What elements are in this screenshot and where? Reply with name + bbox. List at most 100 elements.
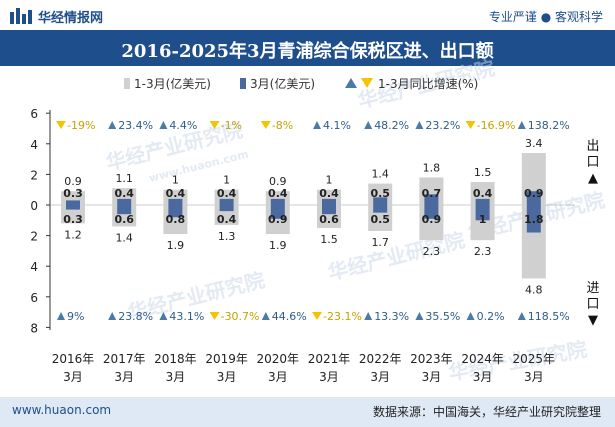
export-month-label: 0.4 — [473, 187, 493, 200]
import-growth-label: 35.5% — [425, 310, 460, 323]
x-axis: 2016年 3月 2017年 3月 2018年 3月 2019年 3月 2020年 3月 2021年… — [52, 352, 555, 384]
export-month-label: 0.4 — [114, 187, 134, 200]
import-cumulative-label: 1.2 — [64, 228, 82, 241]
import-month-bar — [322, 205, 336, 215]
export-growth-label: 4.4% — [169, 119, 197, 132]
import-month-label: 0.9 — [422, 213, 442, 226]
side-labels: 出口▲进口▼ — [586, 139, 599, 328]
import-cumulative-label: 1.9 — [167, 239, 185, 252]
export-growth-label: 4.1% — [323, 119, 351, 132]
y-tick-label: 4 — [30, 138, 38, 152]
export-side-label: 出口▲ — [586, 139, 599, 186]
export-month-bar — [219, 198, 234, 205]
export-cumulative-label: 1.1 — [115, 172, 133, 185]
y-axis: 6 4 2 0 2 4 6 8 — [30, 107, 575, 335]
x-tick-label-year: 2021年 — [308, 352, 351, 366]
import-month-label: 0.4 — [217, 213, 237, 226]
export-cumulative-label: 1 — [326, 174, 333, 187]
y-tick-label: 8 — [30, 321, 38, 335]
import-growth-up-triangle-icon — [57, 312, 65, 320]
import-growth-up-triangle-icon — [517, 312, 526, 320]
import-cumulative-label: 1.7 — [371, 236, 389, 249]
x-tick-label-month: 3月 — [63, 370, 83, 384]
export-growth-down-triangle-icon — [465, 121, 476, 129]
export-month-bar — [270, 198, 285, 205]
import-growth-label: 9% — [67, 310, 84, 323]
export-month-label: 0.7 — [422, 187, 442, 200]
import-month-label: 0.3 — [63, 213, 83, 226]
import-side-label-char: 进 — [586, 281, 599, 296]
import-month-bar — [526, 205, 541, 233]
export-growth-up-triangle-icon — [313, 121, 321, 129]
import-cumulative-label: 1.9 — [269, 239, 287, 252]
import-month-bar — [168, 205, 183, 218]
export-cumulative-label: 3.4 — [525, 137, 543, 150]
import-growth-up-triangle-icon — [364, 312, 373, 320]
export-growth-label: -16.9% — [477, 119, 516, 132]
export-growth-label: 23.2% — [425, 119, 460, 132]
export-growth-label: -1% — [221, 119, 242, 132]
export-growth-down-triangle-icon — [260, 121, 271, 129]
export-month-label: 0.3 — [63, 187, 83, 200]
export-month-label: 0.9 — [524, 187, 544, 200]
export-cumulative-label: 0.9 — [269, 175, 287, 188]
import-side-label-char: ▼ — [588, 313, 598, 328]
title-bar — [0, 30, 615, 66]
y-tick-label: 6 — [30, 291, 38, 305]
export-cumulative-label: 1.4 — [371, 168, 389, 181]
export-month-bar — [322, 198, 336, 205]
site-url: www.huaon.com — [12, 403, 112, 417]
export-month-bar — [373, 197, 388, 205]
import-month-label: 0.5 — [370, 213, 390, 226]
y-tick-label: 0 — [30, 199, 38, 213]
export-cumulative-label: 1.8 — [423, 161, 441, 174]
export-month-label: 0.4 — [217, 187, 237, 200]
export-cumulative-label: 1.5 — [474, 166, 492, 179]
import-growth-up-triangle-icon — [466, 312, 475, 320]
export-month-label: 0.5 — [370, 187, 390, 200]
import-cumulative-label: 1.4 — [115, 231, 133, 244]
export-growth-label: 138.2% — [528, 119, 570, 132]
x-tick-label-month: 3月 — [217, 370, 237, 384]
bars — [61, 152, 546, 279]
import-month-bar — [117, 205, 132, 215]
export-side-label-char: 口 — [586, 155, 599, 170]
legend-label-growth: 1-3月同比增速(%) — [378, 77, 478, 91]
import-month-bar — [270, 205, 285, 219]
x-tick-label-year: 2018年 — [154, 352, 197, 366]
export-growth-label: 48.2% — [374, 119, 409, 132]
import-growth-down-triangle-icon — [209, 312, 220, 320]
import-growth-label: -23.1% — [323, 310, 362, 323]
import-month-bar — [424, 205, 439, 219]
x-tick-label-month: 3月 — [524, 370, 544, 384]
legend-swatch-cumulative — [124, 78, 130, 89]
export-growth-up-triangle-icon — [517, 121, 526, 129]
import-growth-up-triangle-icon — [415, 312, 424, 320]
export-side-label-char: 出 — [586, 139, 599, 154]
y-tick-label: 2 — [30, 168, 38, 182]
x-tick-label-month: 3月 — [166, 370, 186, 384]
import-growth-up-triangle-icon — [261, 312, 270, 320]
import-cumulative-label: 4.8 — [525, 283, 543, 296]
x-tick-label-year: 2023年 — [410, 352, 453, 366]
data-source: 数据来源：中国海关，华经产业研究院整理 — [372, 405, 601, 419]
export-growth-down-triangle-icon — [209, 121, 220, 129]
import-growth-label: 44.6% — [272, 310, 307, 323]
footer-bar — [0, 397, 615, 427]
x-tick-label-year: 2024年 — [461, 352, 504, 366]
chart-title: 2016-2025年3月青浦综合保税区进、出口额 — [121, 41, 494, 62]
import-cumulative-label: 1.3 — [218, 230, 236, 243]
import-growth-label: 23.8% — [118, 310, 153, 323]
x-tick-label-year: 2022年 — [359, 352, 402, 366]
legend-swatch-month — [240, 78, 246, 89]
watermark-text: 华经产业研究院 — [325, 228, 467, 285]
import-side-label-char: 口 — [586, 297, 599, 312]
x-tick-label-month: 3月 — [370, 370, 390, 384]
export-growth-up-triangle-icon — [364, 121, 373, 129]
import-month-label: 0.6 — [114, 213, 134, 226]
import-side-label: 进口▼ — [586, 281, 599, 328]
import-month-bar — [373, 205, 388, 213]
slogan: 专业严谨 ● 客观科学 — [488, 10, 603, 24]
